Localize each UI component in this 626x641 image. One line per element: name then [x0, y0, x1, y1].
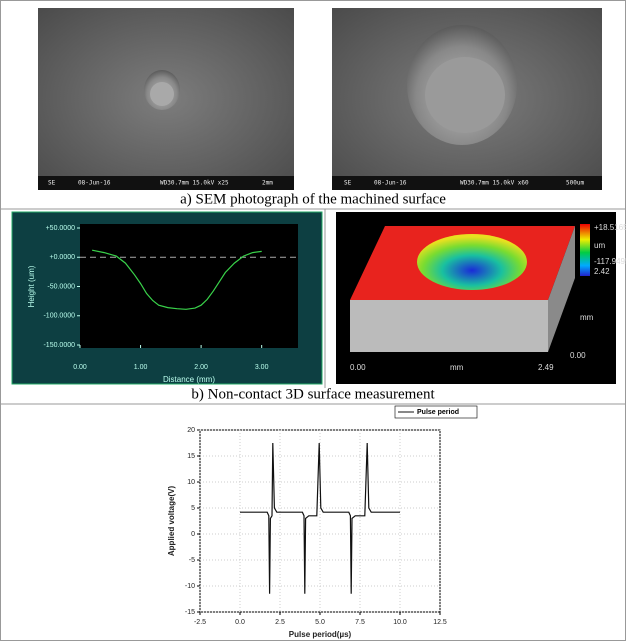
- x-tick-label: 2.5: [275, 619, 285, 626]
- sem-footer: 500um: [566, 180, 584, 187]
- sem-footer: 08-Jun-16: [374, 180, 407, 187]
- x-axis-label: Distance (mm): [163, 375, 215, 384]
- y-tick-label: -10: [185, 583, 195, 590]
- x-tick-label: 0.0: [235, 619, 245, 626]
- y-tick-label: -100.0000: [43, 313, 75, 320]
- x-tick-label: 1.00: [134, 364, 148, 371]
- y-tick-label: 10: [187, 479, 195, 486]
- sem-photo: [332, 8, 602, 190]
- y-tick-label: 20: [187, 427, 195, 434]
- surface-label: 2.42: [594, 267, 610, 276]
- y-tick-label: +50.0000: [46, 225, 75, 232]
- y-tick-label: -150.0000: [43, 342, 75, 349]
- surface-label: 0.00: [350, 363, 366, 372]
- surface-label: um: [594, 241, 605, 250]
- y-tick-label: 15: [187, 453, 195, 460]
- y-tick-label: -5: [189, 557, 195, 564]
- sem-footer: WD30.7mm 15.0kV x25: [160, 180, 229, 187]
- surface-label: mm: [580, 313, 594, 322]
- y-tick-label: 5: [191, 505, 195, 512]
- y-tick-label: -50.0000: [47, 283, 75, 290]
- y-axis-label: Height (um): [27, 265, 36, 307]
- x-tick-label: 7.5: [355, 619, 365, 626]
- x-tick-label: 3.00: [255, 364, 269, 371]
- x-tick-label: 12.5: [433, 619, 447, 626]
- legend-label: Pulse period: [417, 409, 459, 416]
- sem-photo: [38, 8, 294, 190]
- x-tick-label: -2.5: [194, 619, 206, 626]
- y-tick-label: +0.0000: [50, 254, 76, 261]
- x-tick-label: 5.0: [315, 619, 325, 626]
- y-tick-label: 0: [191, 531, 195, 538]
- x-tick-label: 10.0: [393, 619, 407, 626]
- surface-label: +18.5165: [594, 223, 626, 232]
- profile-plot: [80, 224, 298, 348]
- y-tick-label: -15: [185, 609, 195, 616]
- surface-label: mm: [450, 363, 464, 372]
- surface-label: -117.9495: [594, 257, 626, 266]
- surface-label: 0.00: [570, 351, 586, 360]
- sem-footer: WD30.7mm 15.0kV x60: [460, 180, 529, 187]
- x-axis-label: Pulse period(µs): [289, 630, 352, 639]
- sem-footer: SE: [344, 180, 352, 187]
- caption: a) SEM photograph of the machined surfac…: [180, 191, 446, 207]
- sem-footer: 2mm: [262, 180, 273, 187]
- x-tick-label: 0.00: [73, 364, 87, 371]
- sem-footer: SE: [48, 180, 56, 187]
- y-axis-label: Applied voltage(V): [167, 486, 176, 557]
- surface-label: 2.49: [538, 363, 554, 372]
- figure: SE 08-Jun-16 WD30.7mm 15.0kV x25 2mm SE …: [0, 0, 626, 641]
- caption: b) Non-contact 3D surface measurement: [191, 386, 435, 402]
- sem-footer: 08-Jun-16: [78, 180, 111, 187]
- x-tick-label: 2.00: [194, 364, 208, 371]
